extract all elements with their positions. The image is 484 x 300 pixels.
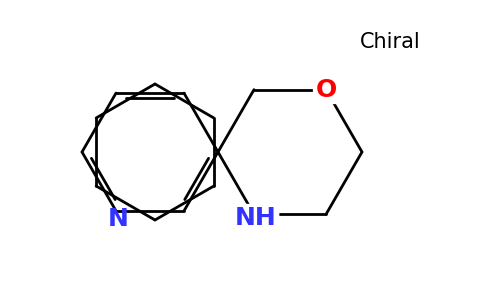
Text: O: O: [316, 78, 337, 102]
Text: NH: NH: [235, 206, 277, 230]
Text: Chiral: Chiral: [360, 32, 421, 52]
Text: N: N: [107, 207, 128, 231]
